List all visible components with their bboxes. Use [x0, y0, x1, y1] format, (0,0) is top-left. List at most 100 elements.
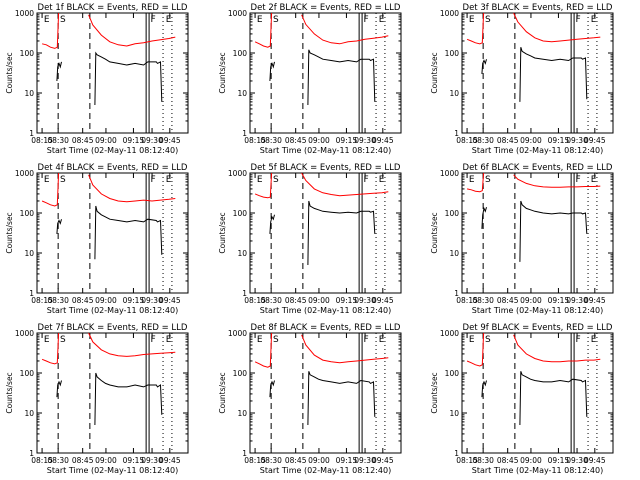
x-tick-label: 08:15 [456, 296, 478, 305]
marker-label: E [469, 15, 475, 25]
panel-6: Det 6f BLACK = Events, RED = LLD 1 10 100 10… [430, 163, 614, 315]
marker-label: S [485, 15, 491, 25]
lld-series-line [88, 332, 176, 357]
marker-label: E [257, 15, 263, 25]
lld-series-line [466, 172, 485, 193]
x-tick-label: 09:45 [372, 456, 394, 465]
x-tick-label: 08:45 [285, 136, 307, 145]
x-tick-label: 08:30 [260, 296, 282, 305]
lld-series-line [513, 174, 601, 188]
marker-label: F [151, 175, 156, 185]
panel-5: Det 5f BLACK = Events, RED = LLD 1 10 100 10… [218, 163, 402, 315]
x-tick-label: 08:15 [31, 296, 53, 305]
panel-4: Det 4f BLACK = Events, RED = LLD 1 10 100 10… [5, 163, 189, 315]
marker-label: F [576, 15, 581, 25]
y-tick-label: 1 [29, 449, 34, 458]
y-tick-label: 100 [20, 49, 35, 58]
y-tick-label: 10 [237, 249, 247, 258]
y-tick-label: 1 [29, 129, 34, 138]
x-tick-label: 09:45 [584, 456, 606, 465]
marker-label: E [379, 15, 385, 25]
y-tick-label: 100 [20, 369, 35, 378]
events-series-line [307, 371, 376, 426]
lld-series-line [513, 334, 601, 363]
y-axis-label: Counts/sec [5, 212, 14, 253]
x-axis-label: Start Time (02-May-11 08:12:40) [47, 466, 178, 475]
y-tick-label: 10 [24, 89, 34, 98]
x-tick-label: 08:15 [31, 136, 53, 145]
marker-label: E [257, 175, 263, 185]
y-axis-label: Counts/sec [430, 212, 439, 253]
y-axis-label: Counts/sec [218, 372, 227, 413]
x-tick-label: 09:45 [372, 296, 394, 305]
x-tick-label: 08:15 [456, 456, 478, 465]
marker-label: S [485, 335, 491, 345]
y-axis-label: Counts/sec [5, 372, 14, 413]
marker-label: S [485, 175, 491, 185]
lld-series-line [254, 12, 273, 48]
x-axis-label: Start Time (02-May-11 08:12:40) [260, 466, 391, 475]
x-tick-label: 09:15 [123, 456, 145, 465]
y-axis-label: Counts/sec [430, 372, 439, 413]
events-series-line [481, 59, 487, 74]
y-tick-label: 100 [445, 209, 460, 218]
x-tick-label: 09:00 [95, 456, 117, 465]
y-axis-label: Counts/sec [430, 52, 439, 93]
marker-label: E [379, 335, 385, 345]
y-axis-label: Counts/sec [5, 52, 14, 93]
x-tick-label: 08:30 [260, 136, 282, 145]
events-series-line [94, 372, 163, 426]
lld-series-line [41, 172, 60, 207]
panel-3: Det 3f BLACK = Events, RED = LLD 1 10 100 10… [430, 3, 614, 155]
y-tick-label: 1000 [228, 329, 247, 338]
x-tick-label: 08:30 [472, 136, 494, 145]
panel-title: Det 8f BLACK = Events, RED = LLD [251, 323, 401, 333]
y-tick-label: 1000 [440, 329, 459, 338]
x-tick-label: 08:15 [244, 456, 266, 465]
x-tick-label: 08:30 [260, 456, 282, 465]
x-tick-label: 09:00 [520, 456, 542, 465]
x-tick-label: 08:45 [72, 456, 94, 465]
marker-label: F [151, 15, 156, 25]
x-axis-label: Start Time (02-May-11 08:12:40) [472, 306, 603, 315]
x-tick-label: 08:45 [497, 136, 519, 145]
panel-7: Det 7f BLACK = Events, RED = LLD 1 10 100 10… [5, 323, 189, 475]
x-tick-label: 08:45 [497, 296, 519, 305]
marker-label: E [591, 15, 597, 25]
plot-frame [461, 172, 614, 294]
panel-title: Det 2f BLACK = Events, RED = LLD [251, 3, 401, 13]
x-tick-label: 09:45 [584, 136, 606, 145]
y-tick-label: 1000 [228, 169, 247, 178]
y-tick-label: 100 [20, 209, 35, 218]
x-tick-label: 08:15 [244, 136, 266, 145]
marker-label: E [44, 175, 50, 185]
y-tick-label: 10 [449, 249, 459, 258]
y-tick-label: 1 [454, 129, 459, 138]
x-tick-label: 09:30 [141, 296, 163, 305]
y-tick-label: 100 [445, 369, 460, 378]
y-tick-label: 100 [445, 49, 460, 58]
lld-series-line [88, 14, 176, 47]
lld-series-line [301, 334, 389, 364]
x-tick-label: 09:45 [372, 136, 394, 145]
x-tick-label: 08:30 [47, 456, 69, 465]
y-tick-label: 10 [449, 89, 459, 98]
x-axis-label: Start Time (02-May-11 08:12:40) [472, 466, 603, 475]
events-series-line [307, 200, 376, 266]
x-tick-label: 09:00 [308, 296, 330, 305]
x-axis-label: Start Time (02-May-11 08:12:40) [260, 306, 391, 315]
x-tick-label: 09:15 [123, 136, 145, 145]
plot-frame [249, 12, 402, 134]
y-tick-label: 1000 [440, 9, 459, 18]
y-tick-label: 1 [242, 449, 247, 458]
panel-title: Det 1f BLACK = Events, RED = LLD [38, 3, 188, 13]
y-tick-label: 10 [237, 409, 247, 418]
lld-series-line [466, 332, 485, 367]
events-series-line [519, 371, 588, 426]
lld-series-line [466, 12, 485, 45]
lld-series-line [88, 174, 176, 203]
y-tick-label: 100 [233, 209, 248, 218]
y-tick-label: 1000 [440, 169, 459, 178]
marker-label: F [364, 175, 369, 185]
